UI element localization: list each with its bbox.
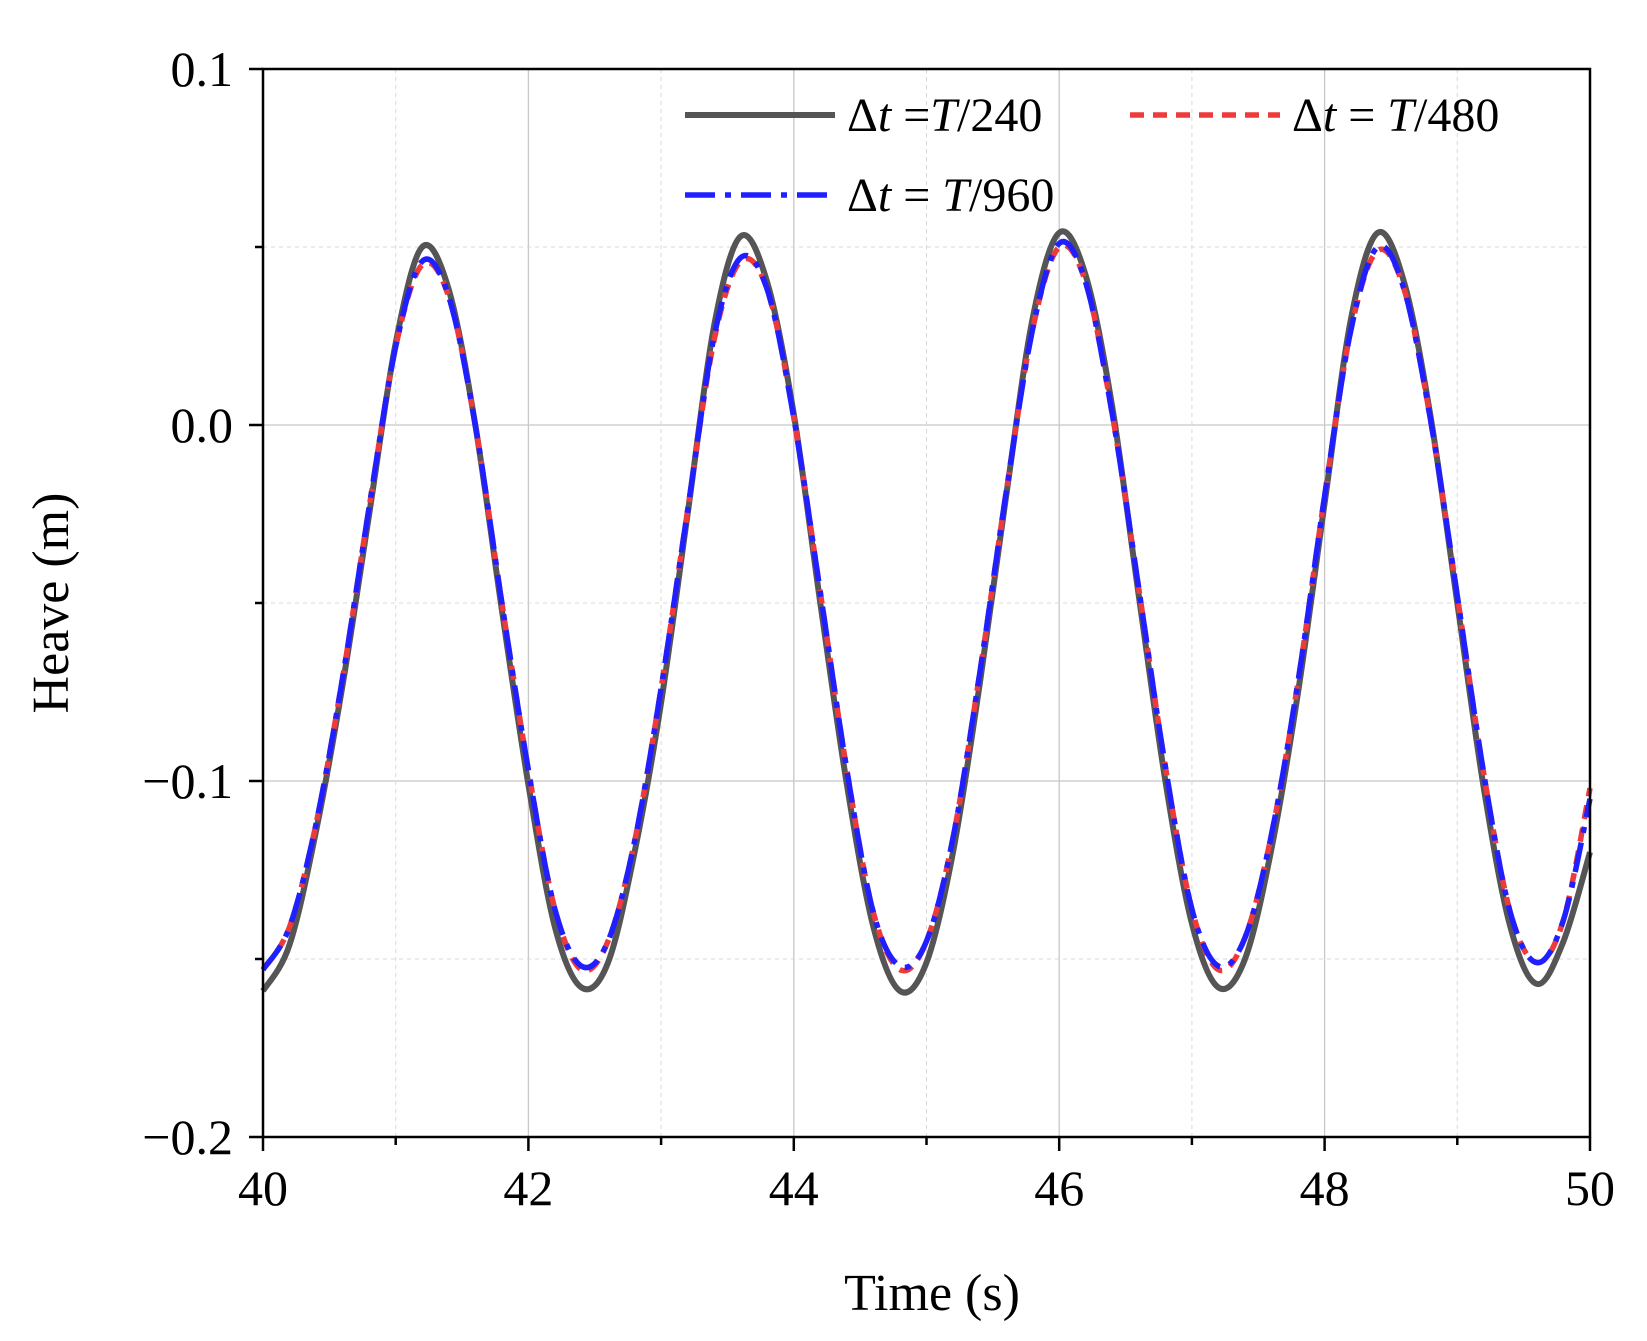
series-lines bbox=[260, 228, 1593, 996]
x-tick-label: 44 bbox=[769, 1160, 819, 1216]
x-tick-label: 46 bbox=[1034, 1160, 1084, 1216]
y-tick-label: 0.0 bbox=[171, 397, 234, 453]
y-tick-label: −0.2 bbox=[142, 1109, 233, 1165]
legend-label-1: Δt =T/240 bbox=[847, 89, 1042, 142]
x-tick-label: 40 bbox=[238, 1160, 288, 1216]
x-tick-label: 50 bbox=[1565, 1160, 1615, 1216]
tick-labels: 40 42 44 46 48 50 −0.2 −0.1 0.0 0.1 bbox=[142, 41, 1615, 1216]
series-line-3 bbox=[260, 238, 1593, 972]
x-tick-label: 48 bbox=[1300, 1160, 1350, 1216]
axes bbox=[249, 67, 1592, 1151]
legend-label-2: Δt = T/480 bbox=[1292, 89, 1499, 142]
legend-label-3: Δt = T/960 bbox=[847, 169, 1054, 222]
y-tick-label: −0.1 bbox=[142, 753, 233, 809]
x-axis-title: Time (s) bbox=[844, 1265, 1020, 1322]
x-tick-label: 42 bbox=[503, 1160, 553, 1216]
legend: Δt =T/240 Δt = T/480 Δt = T/960 bbox=[685, 89, 1499, 222]
grid bbox=[263, 69, 1590, 1137]
y-tick-label: 0.1 bbox=[171, 41, 234, 97]
y-axis-title: Heave (m) bbox=[23, 493, 80, 714]
